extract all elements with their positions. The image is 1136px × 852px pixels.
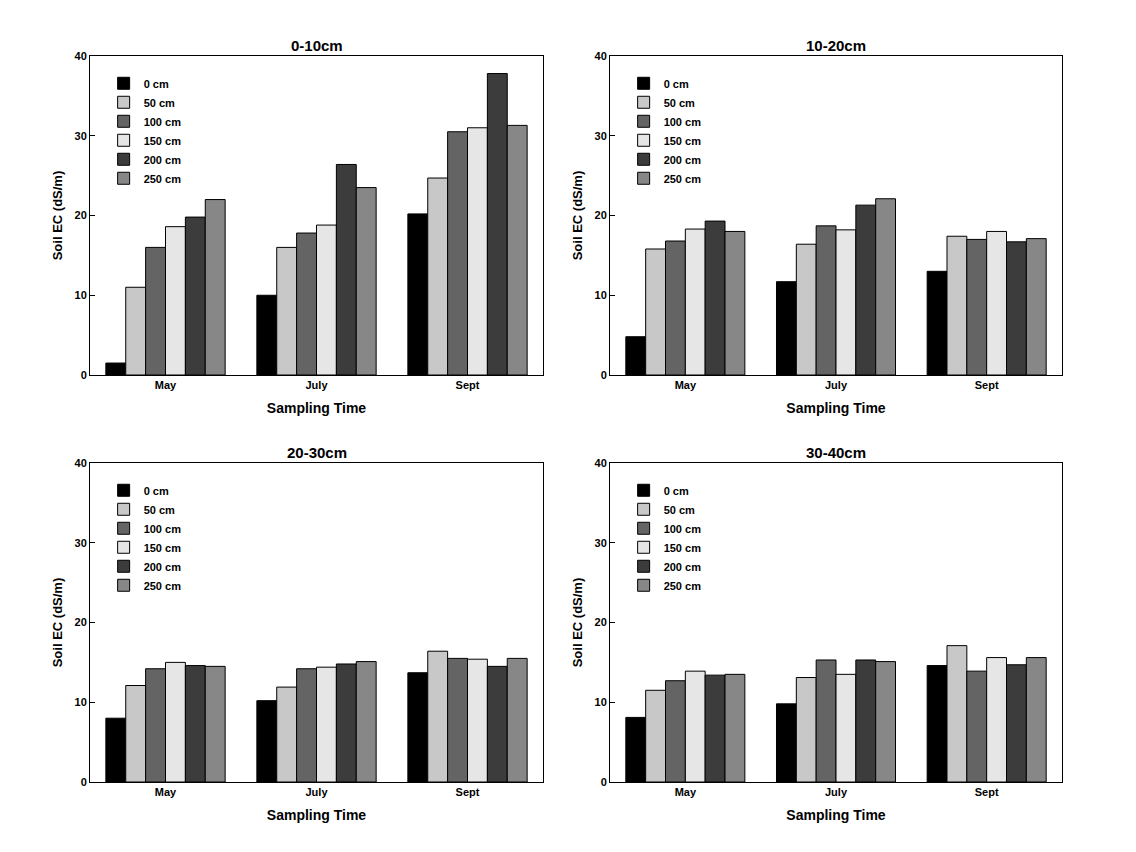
svg-text:20: 20 [595,209,607,221]
svg-text:July: July [305,786,328,798]
svg-text:Soil EC (dS/m): Soil EC (dS/m) [50,171,65,261]
svg-text:200 cm: 200 cm [144,561,182,573]
svg-text:30: 30 [75,130,87,142]
svg-text:0: 0 [81,776,87,788]
svg-text:July: July [825,379,848,391]
svg-text:50 cm: 50 cm [664,97,695,109]
svg-text:150 cm: 150 cm [144,135,182,147]
svg-text:10: 10 [75,289,87,301]
svg-text:20-30cm: 20-30cm [287,444,347,461]
svg-text:July: July [825,786,848,798]
svg-text:40: 40 [75,457,87,469]
svg-text:May: May [675,786,697,798]
svg-text:250 cm: 250 cm [144,580,182,592]
svg-text:10: 10 [595,696,607,708]
svg-text:0: 0 [601,369,607,381]
svg-text:0 cm: 0 cm [144,485,169,497]
svg-text:Sept: Sept [456,786,480,798]
svg-text:10: 10 [75,696,87,708]
svg-text:250 cm: 250 cm [664,173,702,185]
svg-text:May: May [675,379,697,391]
svg-text:Soil EC (dS/m): Soil EC (dS/m) [570,171,585,261]
svg-text:20: 20 [75,616,87,628]
svg-text:Sept: Sept [975,786,999,798]
svg-text:0 cm: 0 cm [144,78,169,90]
svg-text:30: 30 [595,130,607,142]
svg-text:40: 40 [75,50,87,62]
svg-text:Soil EC (dS/m): Soil EC (dS/m) [570,578,585,668]
svg-text:250 cm: 250 cm [664,580,702,592]
svg-text:30-40cm: 30-40cm [806,444,866,461]
svg-text:200 cm: 200 cm [664,561,702,573]
svg-text:Sampling Time: Sampling Time [786,400,886,416]
svg-text:Sampling Time: Sampling Time [267,807,367,823]
svg-text:May: May [155,786,177,798]
svg-text:10: 10 [595,289,607,301]
svg-text:Sept: Sept [456,379,480,391]
svg-text:250 cm: 250 cm [144,173,182,185]
svg-text:30: 30 [75,537,87,549]
svg-text:100 cm: 100 cm [144,116,182,128]
svg-text:Soil EC (dS/m): Soil EC (dS/m) [50,578,65,668]
svg-text:150 cm: 150 cm [664,542,702,554]
svg-text:10-20cm: 10-20cm [806,37,866,54]
svg-text:0: 0 [601,776,607,788]
svg-text:100 cm: 100 cm [144,523,182,535]
svg-text:50 cm: 50 cm [144,504,175,516]
svg-text:200 cm: 200 cm [144,154,182,166]
svg-text:50 cm: 50 cm [664,504,695,516]
svg-text:Sampling Time: Sampling Time [267,400,367,416]
svg-text:July: July [305,379,328,391]
svg-text:20: 20 [595,616,607,628]
svg-text:100 cm: 100 cm [664,116,702,128]
svg-text:0 cm: 0 cm [664,78,689,90]
svg-text:Sept: Sept [975,379,999,391]
svg-text:150 cm: 150 cm [144,542,182,554]
svg-text:30: 30 [595,537,607,549]
svg-text:50 cm: 50 cm [144,97,175,109]
svg-text:200 cm: 200 cm [664,154,702,166]
svg-text:20: 20 [75,209,87,221]
svg-text:40: 40 [595,457,607,469]
svg-text:0 cm: 0 cm [664,485,689,497]
svg-text:150 cm: 150 cm [664,135,702,147]
svg-text:0: 0 [81,369,87,381]
svg-text:100 cm: 100 cm [664,523,702,535]
svg-text:May: May [155,379,177,391]
svg-text:0-10cm: 0-10cm [291,37,343,54]
svg-text:Sampling Time: Sampling Time [786,807,886,823]
svg-text:40: 40 [595,50,607,62]
